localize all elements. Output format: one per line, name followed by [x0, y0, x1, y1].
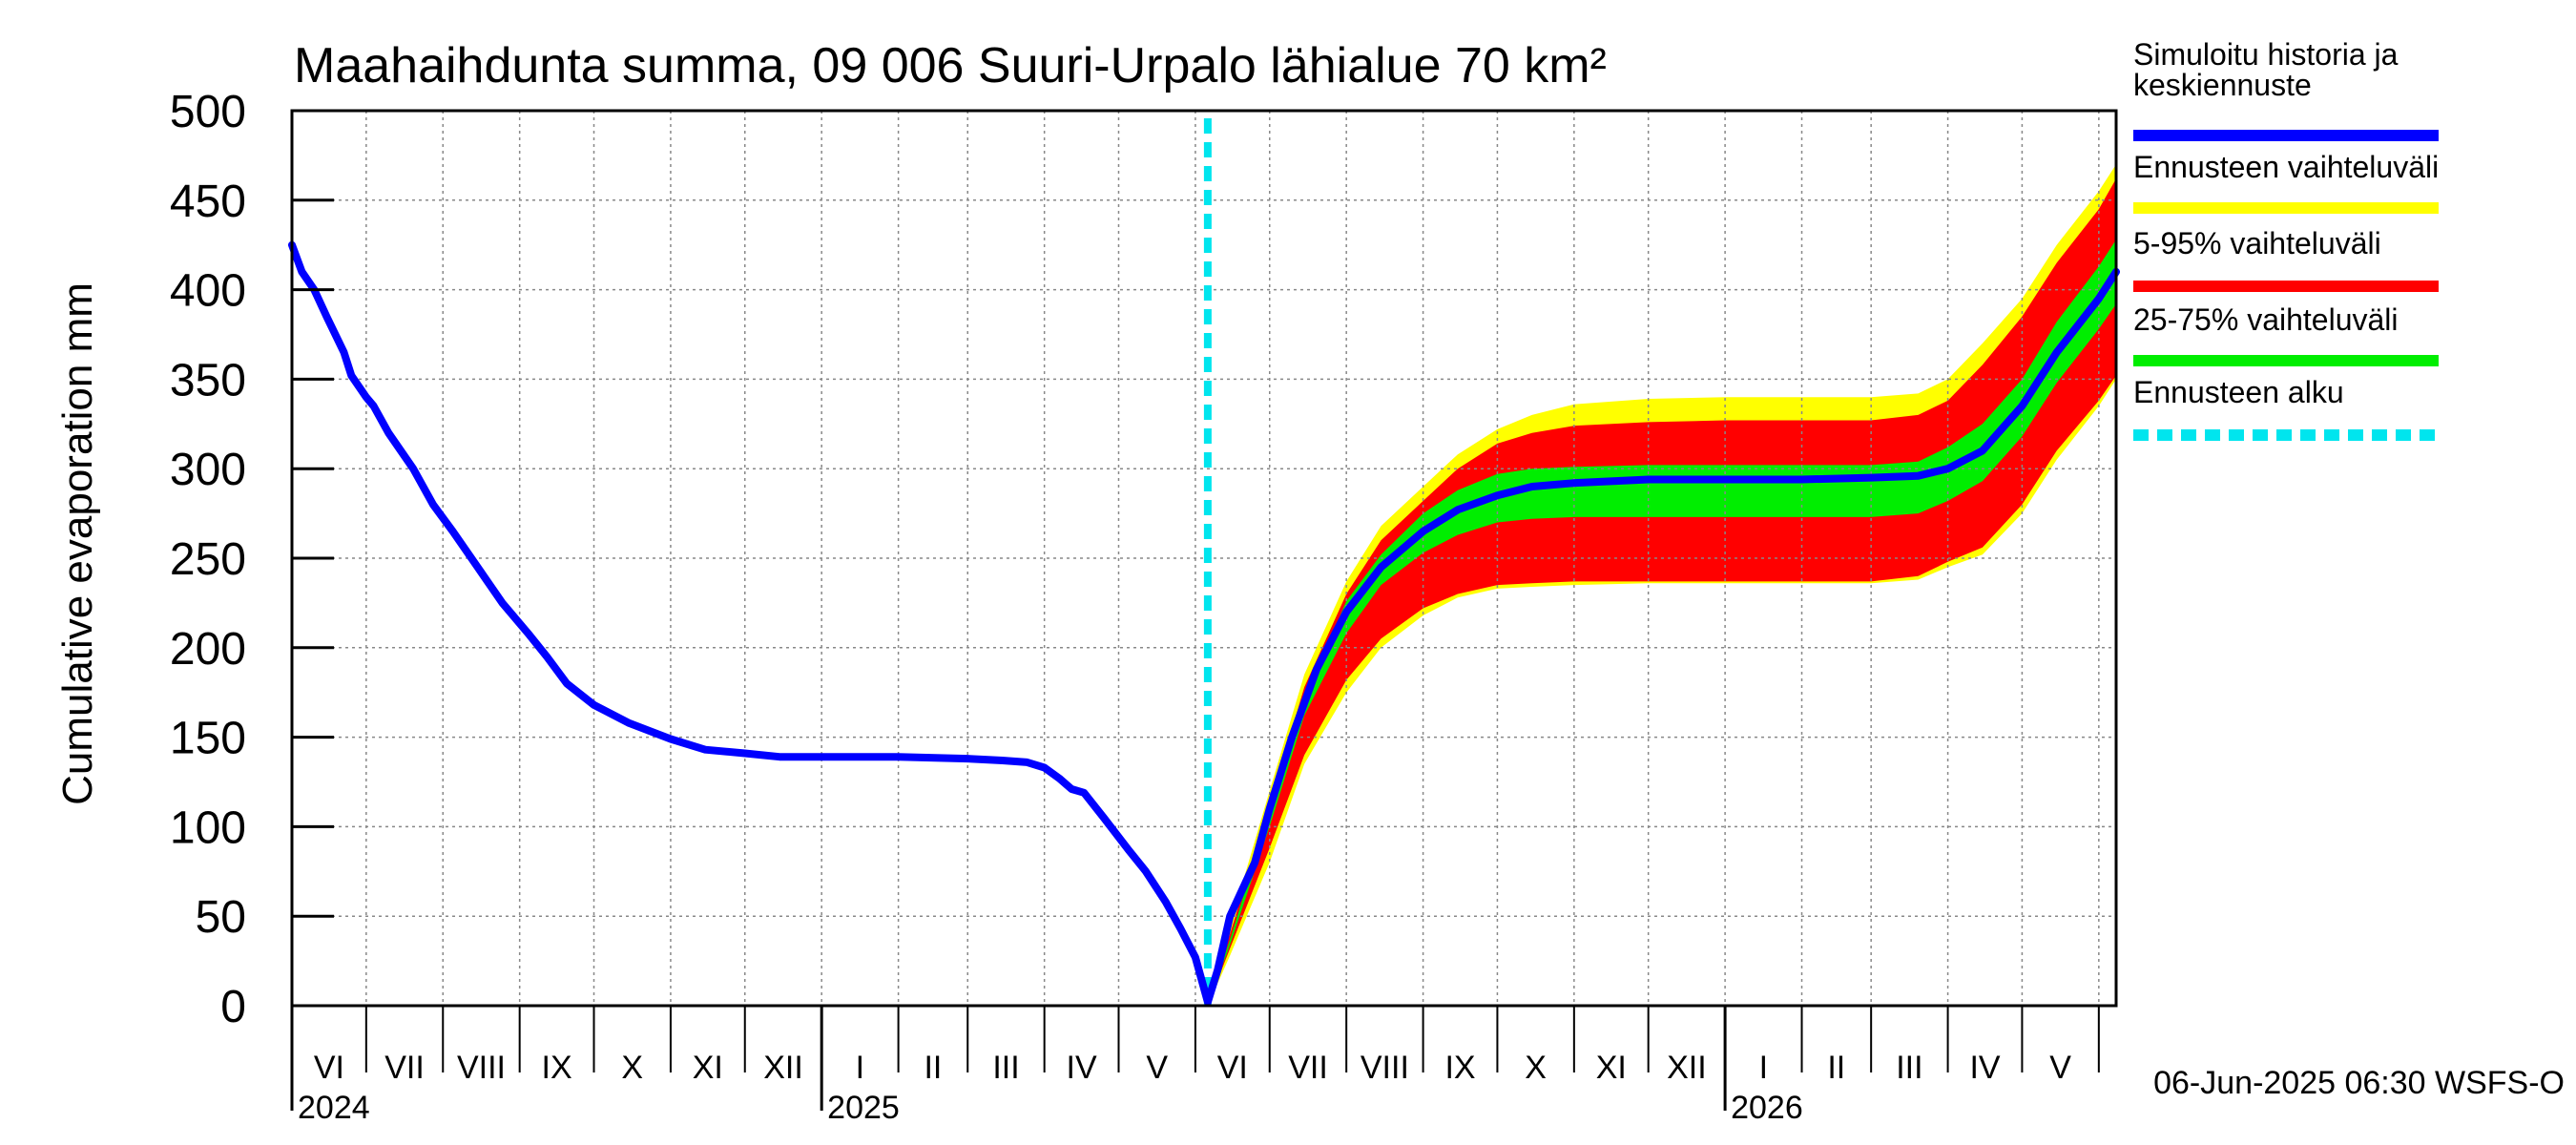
legend-label: Simuloitu historia ja [2133, 37, 2399, 72]
x-month-label: III [1896, 1050, 1922, 1086]
y-tick-label: 300 [170, 445, 246, 495]
x-month-label: II [924, 1050, 942, 1086]
x-month-label: VIII [457, 1050, 506, 1086]
x-axis: VI VII VIII IX X XI XII I II III IV V VI VII VIII IX X XI… [290, 1006, 2100, 1126]
y-tick-label: 500 [170, 87, 246, 137]
y-tick-label: 0 [220, 982, 246, 1032]
y-tick-label: 100 [170, 802, 246, 853]
legend-label: keskiennuste [2133, 68, 2312, 102]
grid-lines [292, 111, 2116, 1006]
y-tick-label: 400 [170, 266, 246, 317]
x-month-label: II [1827, 1050, 1845, 1086]
x-month-label: VI [1217, 1050, 1248, 1086]
median-line [288, 240, 2120, 1007]
y-tick-label: 450 [170, 177, 246, 227]
band-5-95-vaihteluv-li [1207, 178, 2116, 1007]
x-month-label: X [1525, 1050, 1547, 1086]
x-month-label: XII [763, 1050, 803, 1086]
x-month-label: VII [1288, 1050, 1328, 1086]
series-lines [288, 118, 2120, 1007]
band-ennusteen-vaihteluv-li [1207, 164, 2116, 1007]
x-month-label: XI [1596, 1050, 1627, 1086]
legend-label: 25-75% vaihteluväli [2133, 302, 2399, 337]
x-month-label: XI [693, 1050, 723, 1086]
x-month-label: VIII [1361, 1050, 1409, 1086]
y-axis: 0 50 100 150 200 250 300 350 400 450 500 [170, 87, 334, 1032]
x-year-label: 2024 [298, 1090, 370, 1126]
forecast-bands [1207, 164, 2116, 1007]
x-month-label: X [621, 1050, 643, 1086]
x-month-label: IX [1444, 1050, 1475, 1086]
x-month-label: V [1146, 1050, 1168, 1086]
y-tick-label: 200 [170, 624, 246, 675]
y-tick-label: 250 [170, 534, 246, 585]
x-month-label: IV [1969, 1050, 2000, 1086]
chart-title: Maahaihdunta summa, 09 006 Suuri-Urpalo … [294, 38, 1607, 94]
x-month-label: I [856, 1050, 864, 1086]
x-month-label: VII [384, 1050, 425, 1086]
y-tick-label: 50 [196, 892, 246, 943]
y-tick-label: 150 [170, 714, 246, 764]
x-month-label: XII [1667, 1050, 1707, 1086]
x-month-label: I [1759, 1050, 1768, 1086]
legend-label: Ennusteen alku [2133, 375, 2344, 409]
legend-label: Ennusteen vaihteluväli [2133, 150, 2439, 184]
x-month-label: VI [314, 1050, 344, 1086]
x-month-label: IV [1067, 1050, 1097, 1086]
y-tick-label: 350 [170, 355, 246, 406]
x-month-label: IX [542, 1050, 572, 1086]
y-axis-label: Cumulative evaporation mm [54, 282, 101, 805]
x-month-label: V [2049, 1050, 2071, 1086]
footer-timestamp: 06-Jun-2025 06:30 WSFS-O [2153, 1065, 2565, 1101]
legend-label: 5-95% vaihteluväli [2133, 226, 2381, 260]
x-year-label: 2025 [827, 1090, 900, 1126]
x-year-label: 2026 [1731, 1090, 1803, 1126]
x-month-label: III [992, 1050, 1019, 1086]
